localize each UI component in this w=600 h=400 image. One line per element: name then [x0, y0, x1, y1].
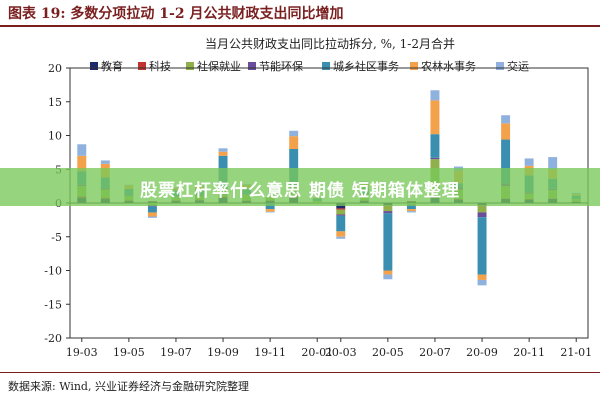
bar-segment	[336, 215, 346, 232]
bar-segment	[477, 217, 487, 275]
bar-segment	[383, 205, 393, 212]
axes: -20-15-10-50510152019-0319-0519-0719-091…	[44, 62, 592, 359]
bar-segment	[336, 236, 346, 239]
bar-segment	[501, 123, 511, 140]
bar-segment	[383, 213, 393, 271]
bar-segment	[147, 216, 157, 218]
legend-swatch	[410, 62, 418, 70]
bar-segment	[383, 274, 393, 280]
bar-segment	[501, 139, 511, 184]
bar-segment	[218, 151, 228, 156]
bar-segment	[548, 157, 558, 170]
legend-swatch	[138, 62, 146, 70]
bar-segment	[265, 209, 275, 212]
legend: 教育 科技 社保就业 节能环保 城乡社区事务 农林水事务 交运	[90, 59, 529, 73]
legend-label: 城乡社区事务	[333, 59, 399, 73]
bar-segment	[477, 212, 487, 218]
bar-segment	[383, 211, 393, 214]
legend-swatch	[90, 62, 98, 70]
x-tick-label: 19-11	[254, 346, 286, 359]
bar-segment	[147, 206, 157, 213]
chart-title: 当月公共财政支出同比拉动拆分, %, 1-2月合并	[205, 36, 455, 51]
source-rule	[0, 372, 600, 373]
bar-segment	[265, 211, 275, 213]
x-tick-label: 19-09	[207, 346, 239, 359]
x-tick-label: 20-07	[419, 346, 451, 359]
bar-segment	[524, 158, 534, 166]
bar-segment	[100, 160, 110, 164]
x-tick-label: 21-01	[560, 346, 592, 359]
legend-label: 交运	[507, 59, 529, 73]
x-tick-label: 19-03	[66, 346, 98, 359]
bar-segment	[383, 270, 393, 275]
watermark-text: 股票杠杆率什么意思 期债 短期箱体整理	[140, 181, 460, 201]
bar-segment	[430, 100, 440, 135]
x-tick-label: 19-05	[113, 346, 145, 359]
bar-segment	[477, 279, 487, 286]
bar-segment	[147, 212, 157, 217]
legend-swatch	[496, 62, 504, 70]
legend-label: 科技	[149, 59, 171, 73]
figure-title: 图表 19: 多数分项拉动 1-2 月公共财政支出同比增加	[8, 3, 343, 23]
data-source-note: 数据来源: Wind, 兴业证券经济与金融研究院整理	[8, 380, 249, 393]
y-tick-label: 20	[48, 62, 62, 75]
legend-swatch	[248, 62, 256, 70]
figure-label: 图表 19:	[8, 6, 66, 22]
bar-segment	[477, 274, 487, 280]
figure-title-bar: 图表 19: 多数分项拉动 1-2 月公共财政支出同比增加	[0, 0, 600, 24]
bar-segment	[289, 149, 299, 187]
bar-segment	[289, 136, 299, 149]
bar-segment	[501, 115, 511, 124]
bar-segment	[406, 205, 416, 210]
x-tick-label: 20-09	[466, 346, 498, 359]
x-tick-label: 20-01	[301, 346, 333, 359]
bar-segment	[336, 209, 346, 215]
x-tick-label: 20-11	[513, 346, 545, 359]
bar-segment	[406, 211, 416, 213]
figure-title-text: 多数分项拉动 1-2 月公共财政支出同比增加	[70, 6, 344, 22]
legend-label: 节能环保	[259, 59, 303, 73]
bar-segment	[289, 130, 299, 137]
bar-segment	[336, 231, 346, 237]
legend-label: 社保就业	[197, 59, 241, 73]
bar-segment	[336, 208, 346, 210]
bar-segment	[406, 209, 416, 212]
bar-segment	[218, 148, 228, 152]
bar-segment	[430, 157, 440, 160]
x-tick-label: 20-05	[372, 346, 404, 359]
bar-segment	[336, 214, 346, 216]
bar-segment	[477, 205, 487, 213]
y-tick-label: -10	[44, 265, 62, 278]
x-tick-label: 19-07	[160, 346, 192, 359]
bar-segment	[265, 203, 275, 210]
y-tick-label: -5	[51, 231, 62, 244]
legend-label: 农林水事务	[421, 59, 476, 73]
bar-segment	[430, 90, 440, 101]
x-tick-label: 20-03	[325, 346, 357, 359]
y-tick-label: -15	[44, 298, 62, 311]
watermark-banner	[0, 168, 600, 206]
y-tick-label: 15	[48, 96, 62, 109]
title-rule	[0, 25, 600, 27]
bar-segment	[77, 155, 87, 172]
legend-label: 教育	[101, 59, 123, 73]
bar-segment	[430, 134, 440, 158]
y-tick-label: 10	[48, 130, 62, 143]
bar-segment	[77, 144, 87, 156]
legend-swatch	[322, 62, 330, 70]
y-tick-label: -20	[44, 332, 62, 345]
legend-swatch	[186, 62, 194, 70]
